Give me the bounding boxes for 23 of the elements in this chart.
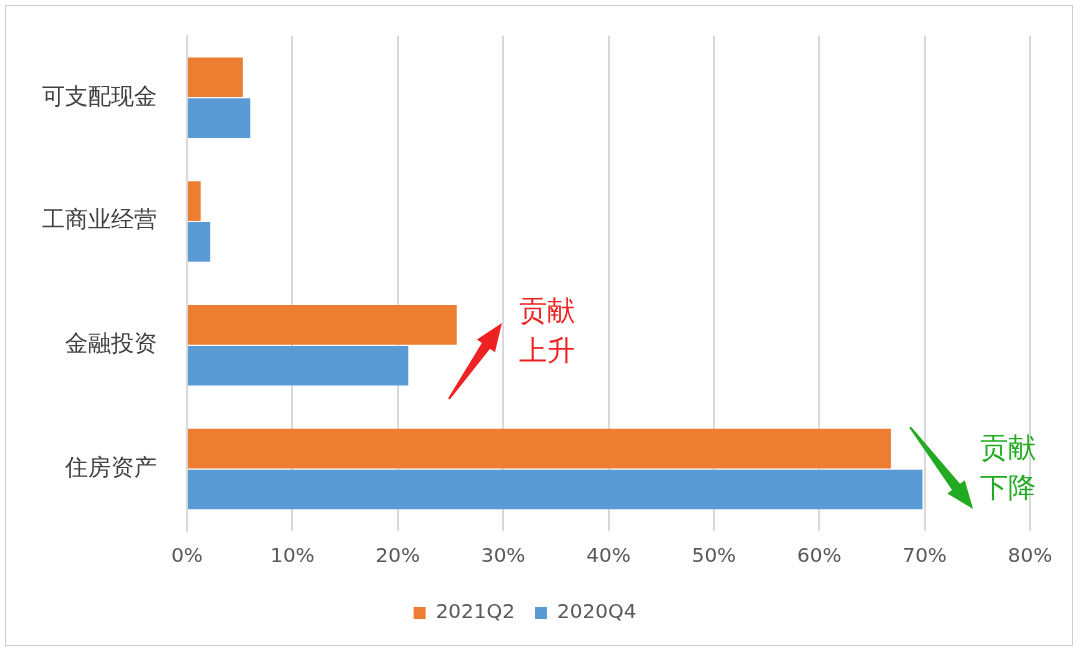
x-tick-label: 10% [270, 543, 315, 568]
x-tick-label: 60% [797, 543, 842, 568]
bar [188, 57, 243, 98]
x-tick-label: 40% [586, 543, 631, 568]
x-tick-label: 20% [375, 543, 420, 568]
bar [188, 98, 251, 138]
x-tick-label: 0% [171, 543, 203, 568]
x-tick-label: 30% [480, 543, 526, 568]
bar [188, 222, 211, 262]
y-tick-label: 住房资产 [64, 454, 157, 481]
bar [188, 428, 891, 469]
bar [188, 345, 409, 386]
x-tick-label: 50% [691, 543, 737, 568]
y-tick-label: 工商业经营 [42, 206, 157, 233]
x-tick-label: 80% [1007, 543, 1053, 568]
annotation: 贡献下降 [980, 431, 1037, 505]
y-tick-label: 可支配现金 [42, 82, 157, 109]
y-tick-label: 金融投资 [65, 330, 157, 357]
annotation: 贡献上升 [518, 294, 575, 368]
bar [188, 181, 201, 221]
legend-label: 2021Q2 [435, 599, 516, 624]
legend-label: 2020Q4 [557, 599, 637, 624]
x-tick-label: 70% [902, 543, 947, 568]
